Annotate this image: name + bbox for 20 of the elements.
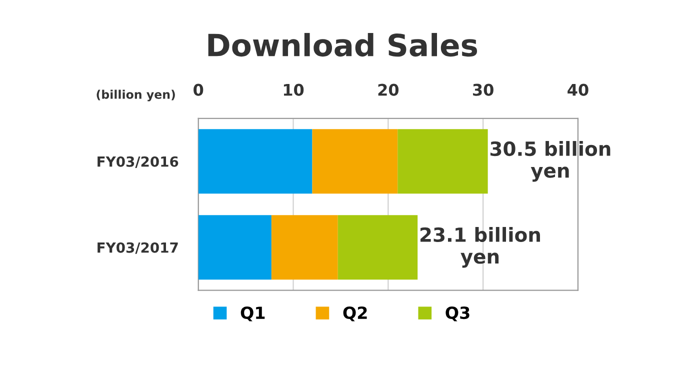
legend-label: Q3 (446, 306, 470, 322)
bar (198, 215, 272, 280)
bar (338, 215, 418, 280)
x-tick-label: 40 (568, 84, 588, 96)
x-tick-label: 10 (284, 84, 304, 96)
legend-label: Q2 (343, 306, 367, 322)
bar (271, 215, 338, 280)
y-tick-label: FY03/2016 (98, 156, 178, 168)
x-tick-label: 0 (194, 84, 204, 96)
y-tick-label: FY03/2017 (98, 242, 178, 254)
x-tick-label: 20 (378, 84, 399, 96)
bar (312, 129, 398, 194)
total-label: 30.5 billion yen (490, 141, 610, 182)
total-label: 23.1 billion yen (420, 226, 540, 268)
legend-label: Q1 (240, 306, 265, 322)
x-tick-label: 30 (473, 84, 494, 96)
chart-title: Download Sales (208, 32, 478, 57)
bar (398, 129, 488, 194)
bar (198, 129, 312, 194)
x-axis-title: (billion yen) (96, 90, 175, 102)
